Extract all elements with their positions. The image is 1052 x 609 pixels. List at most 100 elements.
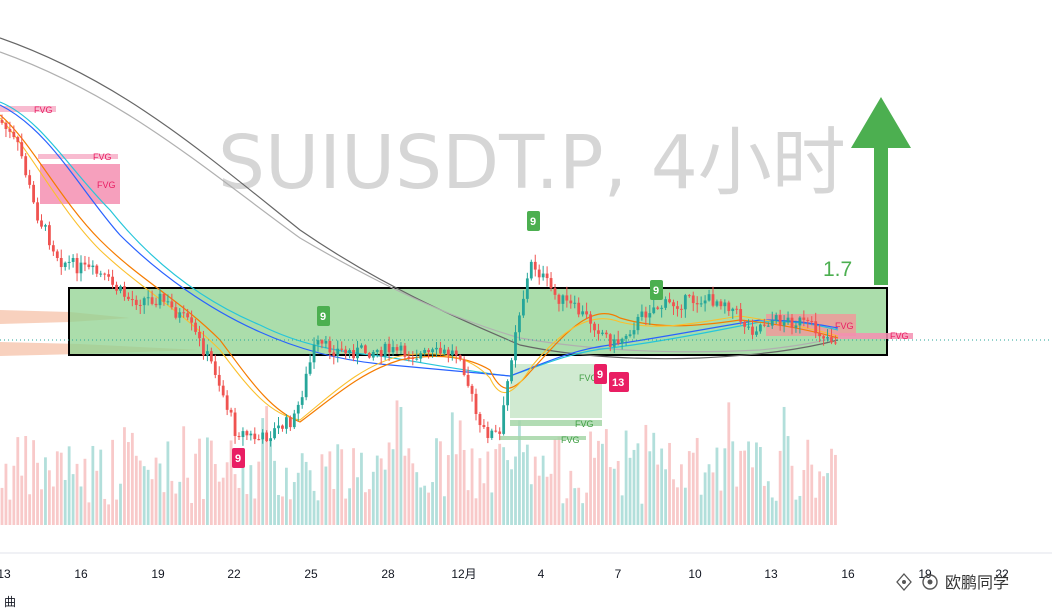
volume-bar	[755, 442, 758, 525]
volume-bar	[774, 500, 778, 525]
candle	[127, 292, 130, 302]
candle	[75, 253, 79, 282]
candle	[699, 296, 703, 308]
candle	[115, 281, 118, 295]
candle	[12, 125, 16, 140]
volume-bar	[209, 440, 213, 525]
candle	[273, 422, 276, 440]
volume-bar	[225, 462, 229, 525]
volume-bar	[237, 487, 241, 525]
volume-bar	[150, 479, 154, 525]
volume-bar	[636, 443, 640, 525]
volume-bar	[798, 495, 802, 525]
candle	[533, 254, 537, 277]
candle	[182, 305, 186, 318]
volume-bar	[103, 498, 107, 525]
volume-bar	[482, 483, 486, 525]
candle	[292, 409, 296, 430]
sequential-marker-label: 13	[612, 377, 624, 389]
candle	[245, 429, 249, 441]
volume-bar	[316, 500, 320, 525]
ma-line-blue	[0, 104, 839, 377]
volume-bar	[683, 487, 687, 525]
volume-bar	[162, 492, 166, 525]
volume-bar	[446, 455, 450, 525]
candle	[383, 341, 387, 361]
volume-bar	[802, 470, 806, 525]
ma-line-grey-dark	[0, 37, 839, 360]
volume-bar	[233, 474, 237, 525]
candle	[233, 407, 237, 444]
candle	[494, 424, 498, 433]
candle	[348, 348, 351, 359]
bullish-target-arrow	[851, 97, 911, 285]
volume-bar	[478, 458, 482, 525]
candle	[514, 325, 517, 368]
volume-bar	[300, 453, 304, 525]
candle	[616, 330, 620, 346]
candle	[304, 366, 308, 401]
volume-bar	[454, 454, 458, 525]
volume-bar	[111, 439, 114, 525]
candle	[55, 249, 59, 262]
volume-bar	[154, 457, 158, 525]
volume-bar	[261, 418, 265, 525]
volume-bar	[206, 437, 209, 525]
candle	[802, 310, 806, 327]
volume-bar	[79, 486, 83, 525]
volume-bar	[344, 498, 348, 525]
candle	[95, 264, 99, 277]
volume-bar	[375, 455, 379, 525]
volume-bar	[727, 402, 731, 525]
volume-bar	[608, 467, 612, 525]
candle	[743, 319, 746, 334]
volume-bar	[178, 481, 182, 525]
candle	[786, 311, 790, 325]
volume-bar	[281, 496, 284, 525]
volume-bar	[107, 504, 111, 525]
candle	[545, 266, 549, 287]
volume-bar	[514, 456, 517, 525]
volume-bar	[87, 502, 91, 525]
candle	[747, 319, 750, 330]
candle	[668, 292, 671, 304]
candle	[213, 354, 217, 379]
candle	[20, 133, 24, 159]
candle	[403, 342, 407, 361]
candle	[138, 299, 142, 315]
candle	[522, 290, 525, 318]
volume-bar	[458, 420, 462, 525]
volume-bar	[486, 451, 490, 525]
volume-bar	[687, 451, 691, 525]
candle	[604, 330, 608, 338]
volume-bar	[348, 488, 351, 525]
volume-bar	[419, 487, 423, 525]
fvg-zone	[0, 106, 56, 112]
candle	[150, 290, 154, 306]
fvg-label: FVG	[561, 435, 580, 445]
volume-bar	[810, 464, 814, 525]
candle	[806, 317, 810, 329]
candle	[830, 328, 833, 345]
candle	[537, 264, 541, 285]
volume-bar	[545, 476, 549, 525]
fvg-zone	[510, 420, 602, 426]
volume-bar	[731, 441, 735, 525]
volume-bar	[288, 499, 292, 525]
candle	[71, 254, 75, 268]
candle	[24, 152, 28, 178]
candle	[541, 265, 545, 281]
candle	[407, 351, 411, 362]
x-axis-ticks: 13 16 19 22 25 28 12月 4 7 10 13 16 19 22	[0, 567, 1009, 581]
volume-bar	[561, 503, 565, 525]
sequential-marker: 13	[609, 372, 629, 392]
credit-watermark: 欧鹏同学	[896, 573, 1009, 592]
candle	[612, 334, 616, 354]
candle	[99, 270, 103, 278]
volume-bar	[130, 432, 134, 525]
candle	[134, 295, 138, 310]
volume-bar	[494, 449, 498, 525]
candle	[364, 344, 367, 355]
volume-bar	[16, 437, 20, 525]
volume-bar	[194, 453, 197, 525]
